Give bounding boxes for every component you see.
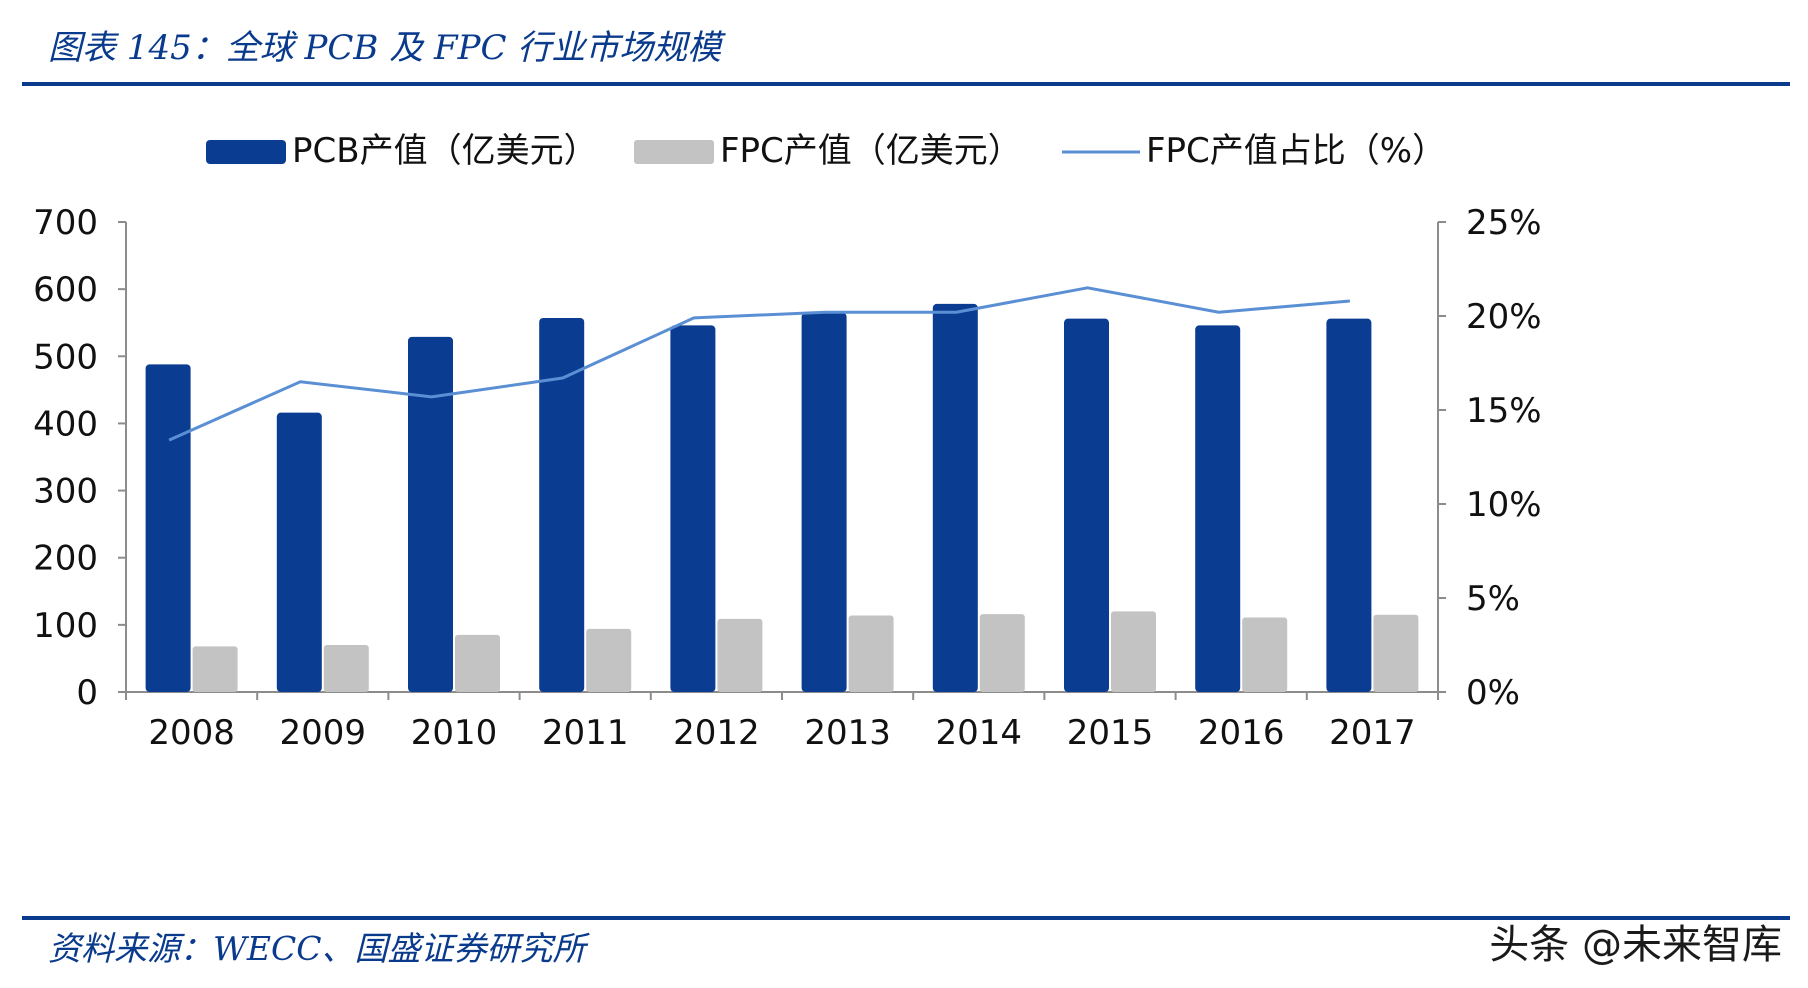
right-tick-label: 0% [1466,673,1520,713]
pcb-bar [1326,318,1372,692]
left-tick-label: 300 [33,472,98,512]
fpc-bar [323,645,369,692]
right-tick-label: 10% [1466,485,1542,525]
legend-swatch-fpc [634,140,714,164]
fpc-bar [1111,611,1156,692]
legend: PCB产值（亿美元） FPC产值（亿美元） FPC产值占比（%） [206,131,1446,171]
pcb-bar [670,325,716,692]
legend-label-pcb: PCB产值（亿美元） [292,131,598,171]
x-tick-label: 2014 [936,713,1023,753]
figure-title: 图表 145：全球 PCB 及 FPC 行业市场规模 [48,28,722,68]
right-tick-label: 20% [1466,297,1542,337]
legend-swatch-pcb [206,140,286,164]
tick-labels: 0 100 200 300 400 500 600 700 0% 5% 10% 15% 20% 25% 20… [33,203,1541,753]
left-tick-label: 700 [33,203,98,243]
fpc-share-line [168,286,1351,442]
source-note: 资料来源：WECC、国盛证券研究所 [48,929,586,968]
x-tick-label: 2010 [411,713,498,753]
right-tick-label: 5% [1466,579,1520,619]
fpc-bar [848,615,894,692]
legend-label-fpc: FPC产值（亿美元） [720,131,1022,171]
pcb-bar [1195,325,1241,692]
x-tick-label: 2017 [1329,713,1416,753]
x-tick-label: 2011 [542,713,629,753]
x-tick-label: 2016 [1198,713,1285,753]
bottom-rule [22,916,1790,920]
left-tick-label: 0 [76,673,98,713]
fpc-bar [1242,617,1288,692]
watermark: 头条 @未来智库 [1489,922,1782,968]
pcb-bar [276,412,322,692]
pcb-bar [801,312,847,692]
bars [145,303,1419,692]
pcb-bar [539,318,585,692]
x-tick-label: 2008 [148,713,235,753]
pcb-bar [145,364,191,692]
left-tick-label: 500 [33,337,98,377]
fpc-bar [979,614,1025,692]
left-tick-label: 100 [33,606,98,646]
fpc-bar [1373,614,1419,692]
x-tick-label: 2012 [673,713,760,753]
left-tick-label: 200 [33,539,98,579]
fpc-bar [455,634,500,692]
fpc-bar [192,646,238,692]
pcb-bar [1064,318,1109,692]
share-line-layer [168,286,1351,442]
top-rule [22,82,1790,86]
left-tick-label: 600 [33,270,98,310]
pcb-bar [408,336,453,692]
chart: PCB产值（亿美元） FPC产值（亿美元） FPC产值占比（%） 0 100 200 30… [33,131,1541,753]
x-tick-label: 2015 [1067,713,1154,753]
x-tick-label: 2009 [280,713,367,753]
right-tick-label: 15% [1466,391,1542,431]
fpc-bar [586,628,632,692]
left-tick-label: 400 [33,404,98,444]
fpc-bar [717,618,763,692]
legend-label-share: FPC产值占比（%） [1146,131,1446,171]
x-tick-label: 2013 [804,713,891,753]
pcb-bar [932,303,978,692]
right-tick-label: 25% [1466,203,1542,243]
